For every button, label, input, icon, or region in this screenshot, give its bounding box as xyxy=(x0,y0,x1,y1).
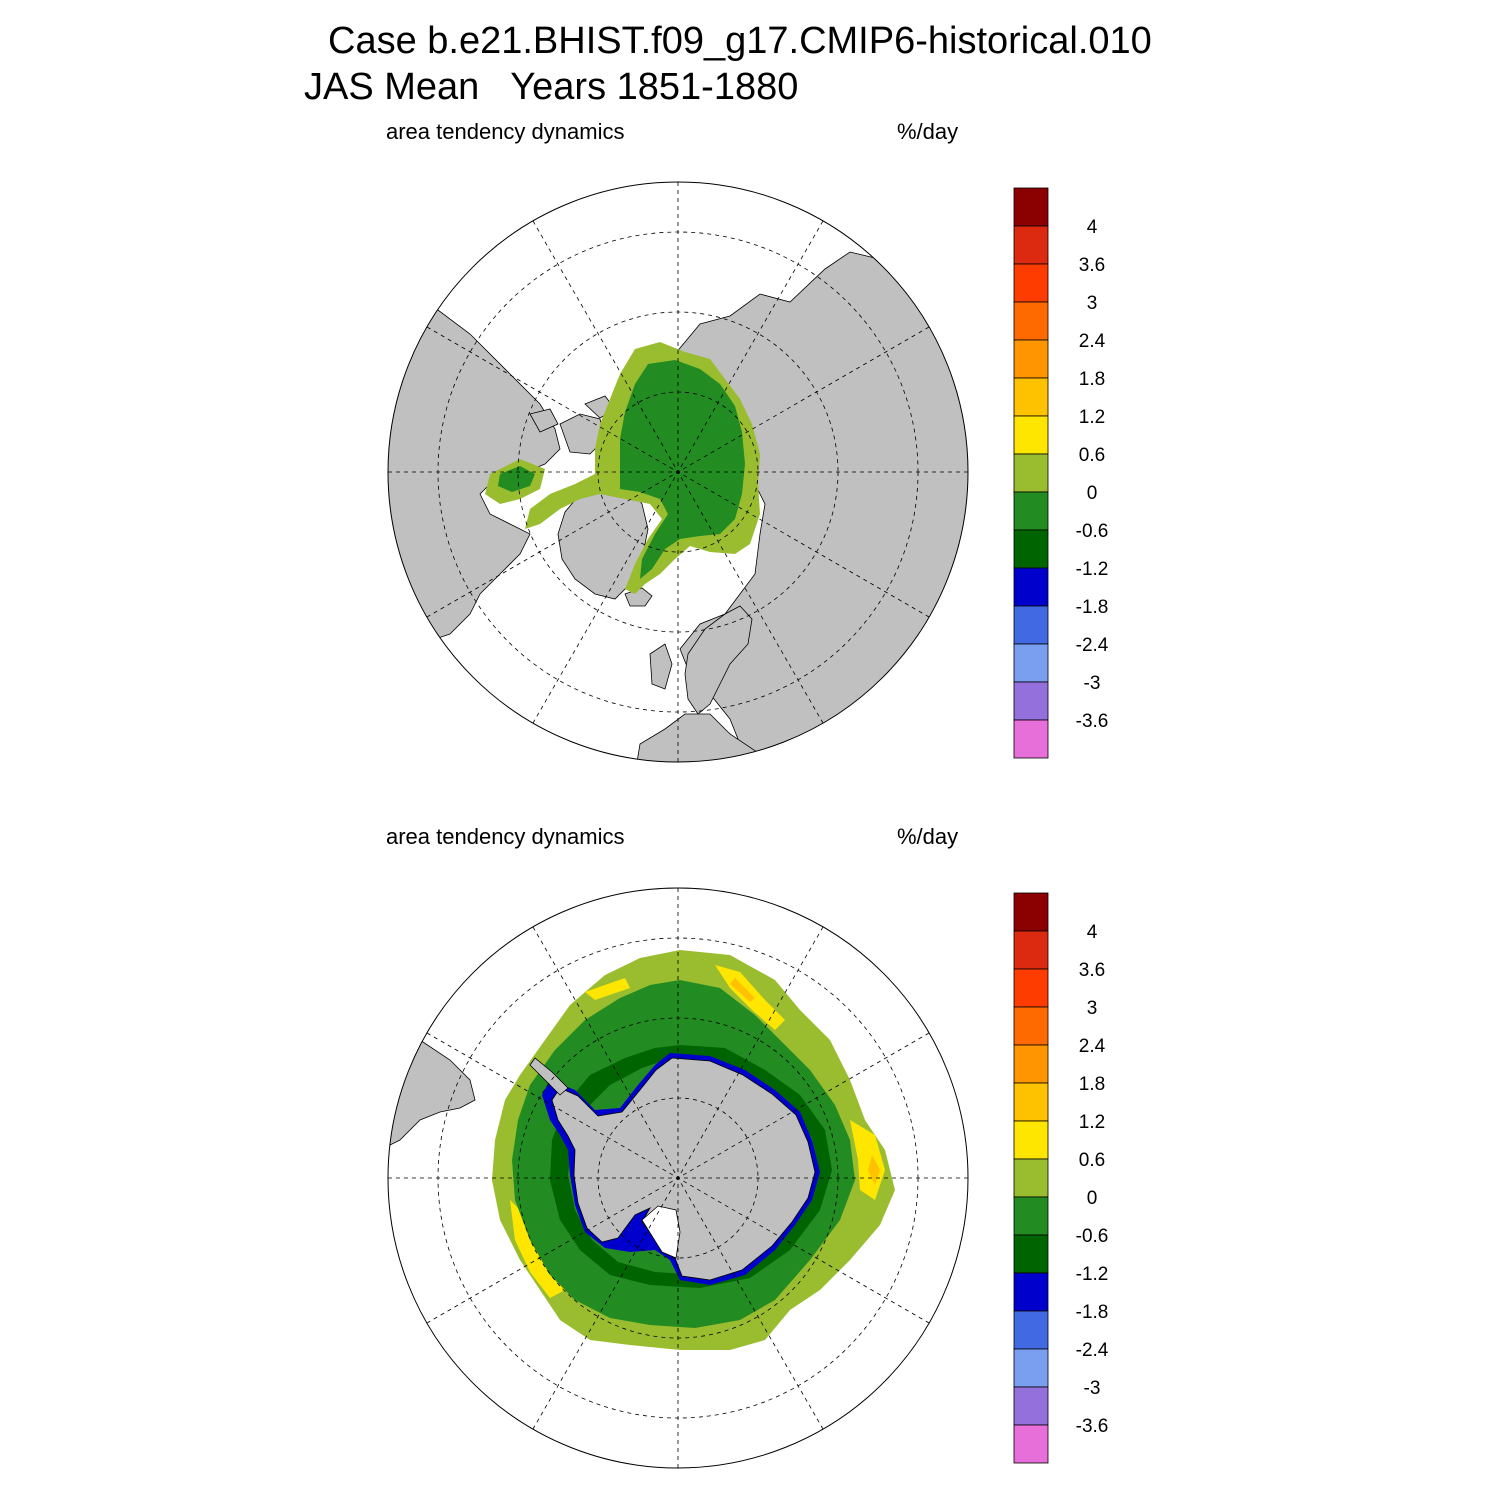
north-colorbar-box xyxy=(1013,187,1049,227)
south-ross-ice-shelf xyxy=(641,1205,681,1259)
south-colorbar-tick-label: -1.2 xyxy=(1076,1264,1109,1285)
north-colorbar-box xyxy=(1013,605,1049,645)
south-colorbar-tick-label: -2.4 xyxy=(1076,1340,1109,1361)
south-colorbar-box xyxy=(1013,930,1049,970)
south-colorbar-box xyxy=(1013,1196,1049,1236)
south-colorbar-tick-label: 3 xyxy=(1087,998,1098,1019)
north-colorbar-tick-label: 2.4 xyxy=(1079,331,1106,352)
north-colorbar-box xyxy=(1013,225,1049,265)
north-colorbar-box xyxy=(1013,263,1049,303)
north-colorbar-box xyxy=(1013,301,1049,341)
north-colorbar-box xyxy=(1013,719,1049,759)
north-ice-hudson-core xyxy=(498,466,535,492)
north-colorbar-box xyxy=(1013,491,1049,531)
north-colorbar-tick-label: -2.4 xyxy=(1076,635,1109,656)
north-colorbar-box xyxy=(1013,643,1049,683)
south-colorbar-box xyxy=(1013,1234,1049,1274)
south-colorbar-box xyxy=(1013,1158,1049,1198)
north-colorbar: 4 3.6 3 2.4 1.8 1.2 0.6 0 -0.6 -1.2 -1.8 -2.4 -3 -3.6 xyxy=(1013,187,1109,759)
north-colorbar-tick-label: 0.6 xyxy=(1079,445,1105,466)
south-panel-variable-label: area tendency dynamics xyxy=(386,824,625,849)
north-land-north-america xyxy=(388,293,561,655)
north-colorbar-tick-label: 3.6 xyxy=(1079,255,1105,276)
south-colorbar-tick-label: 2.4 xyxy=(1079,1036,1106,1057)
north-polar-map xyxy=(387,181,969,763)
south-colorbar-tick-label: 0.6 xyxy=(1079,1150,1105,1171)
south-colorbar-box xyxy=(1013,1044,1049,1084)
north-colorbar-tick-label: 4 xyxy=(1087,217,1098,238)
south-map-border xyxy=(387,887,969,1469)
north-colorbar-tick-label: -0.6 xyxy=(1076,521,1109,542)
south-colorbar-box xyxy=(1013,1424,1049,1464)
south-colorbar-box xyxy=(1013,1006,1049,1046)
south-colorbar-box xyxy=(1013,1120,1049,1160)
south-colorbar-tick-label: -3.6 xyxy=(1076,1416,1109,1437)
north-land-british-isles xyxy=(649,643,673,690)
figure-title-case: Case b.e21.BHIST.f09_g17.CMIP6-historica… xyxy=(328,20,1152,62)
north-ice-inner-core xyxy=(620,360,745,579)
south-colorbar-box xyxy=(1013,1310,1049,1350)
north-colorbar-box xyxy=(1013,453,1049,493)
south-colorbar: 4 3.6 3 2.4 1.8 1.2 0.6 0 -0.6 -1.2 -1.8 -2.4 -3 -3.6 xyxy=(1013,892,1109,1464)
south-colorbar-tick-label: -1.8 xyxy=(1076,1302,1109,1323)
north-panel-units-label: %/day xyxy=(897,119,959,144)
north-map-border xyxy=(387,181,969,763)
north-colorbar-tick-label: -1.2 xyxy=(1076,559,1109,580)
south-colorbar-tick-label: 4 xyxy=(1087,922,1098,943)
south-colorbar-box xyxy=(1013,1348,1049,1388)
north-land-scandinavia xyxy=(684,605,753,715)
north-colorbar-tick-label: 3 xyxy=(1087,293,1098,314)
north-colorbar-tick-label: -1.8 xyxy=(1076,597,1109,618)
south-polar-map xyxy=(387,887,969,1469)
south-colorbar-tick-label: -3 xyxy=(1084,1378,1101,1399)
north-colorbar-tick-label: 1.8 xyxy=(1079,369,1105,390)
south-colorbar-tick-label: 1.8 xyxy=(1079,1074,1105,1095)
south-panel-units-label: %/day xyxy=(897,824,959,849)
south-graticule xyxy=(388,888,968,1468)
north-colorbar-tick-label: -3 xyxy=(1084,673,1101,694)
south-colorbar-tick-label: -0.6 xyxy=(1076,1226,1109,1247)
south-colorbar-box xyxy=(1013,892,1049,932)
north-colorbar-box xyxy=(1013,681,1049,721)
north-colorbar-box xyxy=(1013,377,1049,417)
north-graticule xyxy=(388,182,968,762)
north-colorbar-box xyxy=(1013,567,1049,607)
south-land-antarctica xyxy=(551,1057,816,1281)
south-colorbar-tick-label: 0 xyxy=(1087,1188,1098,1209)
south-land-antarctic-peninsula xyxy=(529,1057,569,1096)
south-colorbar-box xyxy=(1013,1082,1049,1122)
south-colorbar-tick-label: 3.6 xyxy=(1079,960,1105,981)
south-colorbar-tick-label: 1.2 xyxy=(1079,1112,1105,1133)
figure-title-period: JAS Mean Years 1851-1880 xyxy=(304,66,799,108)
north-colorbar-box xyxy=(1013,415,1049,455)
south-colorbar-box xyxy=(1013,1272,1049,1312)
south-colorbar-box xyxy=(1013,968,1049,1008)
north-colorbar-tick-label: 0 xyxy=(1087,483,1098,504)
north-panel-variable-label: area tendency dynamics xyxy=(386,119,625,144)
north-colorbar-box xyxy=(1013,529,1049,569)
north-colorbar-box xyxy=(1013,339,1049,379)
north-colorbar-tick-label: -3.6 xyxy=(1076,711,1109,732)
south-colorbar-box xyxy=(1013,1386,1049,1426)
north-colorbar-tick-label: 1.2 xyxy=(1079,407,1105,428)
